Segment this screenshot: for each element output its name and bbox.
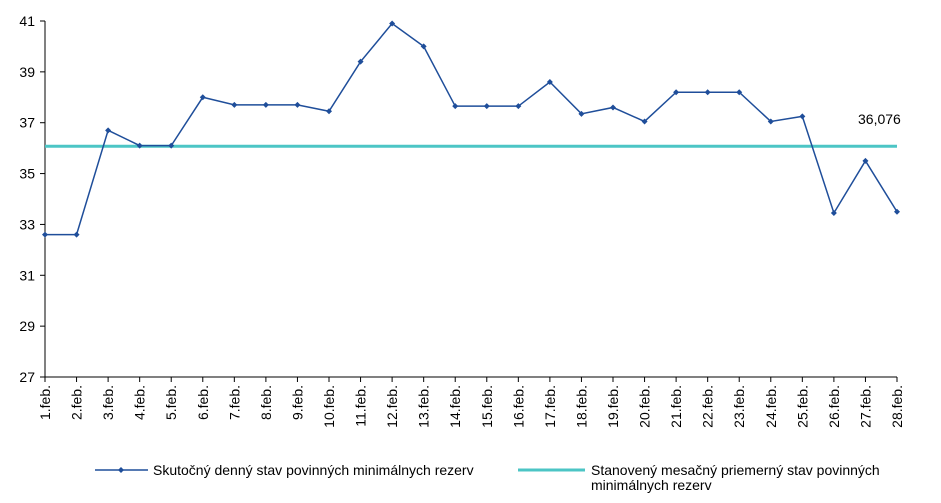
x-tick-label: 21.feb.	[668, 385, 684, 428]
marker	[578, 110, 585, 117]
average-label: 36,076	[858, 111, 901, 127]
y-tick-label: 41	[19, 13, 35, 29]
marker	[452, 103, 459, 110]
legend-label: Stanovený mesačný priemerný stav povinný…	[591, 462, 880, 493]
marker	[894, 208, 900, 215]
marker	[483, 103, 490, 110]
x-tick-label: 11.feb.	[353, 385, 369, 427]
marker	[231, 101, 238, 108]
series-line	[45, 22, 898, 236]
marker	[389, 20, 396, 27]
x-tick-label: 3.feb.	[100, 385, 116, 420]
x-tick-label: 8.feb.	[258, 385, 274, 420]
x-tick-label: 10.feb.	[321, 385, 337, 428]
marker	[262, 101, 269, 108]
marker	[357, 58, 364, 65]
y-tick-label: 33	[19, 216, 35, 232]
marker	[610, 104, 616, 111]
legend-swatch	[118, 467, 124, 473]
y-tick-label: 29	[19, 318, 35, 334]
x-tick-label: 17.feb.	[542, 385, 558, 428]
marker	[420, 43, 427, 50]
x-tick-label: 20.feb.	[637, 385, 653, 428]
x-tick-label: 26.feb.	[826, 385, 842, 428]
y-tick-label: 27	[19, 369, 35, 385]
x-tick-label: 5.feb.	[163, 385, 179, 420]
marker	[294, 101, 301, 108]
marker	[767, 118, 774, 125]
x-tick-label: 14.feb.	[447, 385, 463, 428]
marker	[199, 94, 206, 101]
x-tick-label: 15.feb.	[479, 385, 495, 428]
marker	[515, 103, 522, 110]
x-tick-label: 7.feb.	[226, 385, 242, 420]
marker	[673, 89, 680, 96]
marker	[862, 157, 869, 164]
marker	[326, 108, 332, 115]
x-tick-label: 2.feb.	[69, 385, 85, 420]
x-tick-label: 27.feb.	[857, 385, 873, 428]
x-tick-label: 9.feb.	[289, 385, 305, 420]
marker	[736, 89, 743, 96]
marker	[42, 231, 48, 238]
marker	[546, 79, 553, 86]
x-tick-label: 18.feb.	[573, 385, 589, 428]
x-tick-label: 1.feb.	[37, 385, 53, 420]
marker	[136, 142, 143, 149]
x-tick-label: 25.feb.	[794, 385, 810, 428]
x-tick-label: 24.feb.	[763, 385, 779, 428]
x-tick-label: 28.feb.	[889, 385, 905, 428]
y-tick-label: 31	[19, 267, 35, 283]
x-tick-label: 4.feb.	[132, 385, 148, 420]
x-tick-label: 22.feb.	[700, 385, 716, 428]
x-tick-label: 16.feb.	[510, 385, 526, 428]
y-tick-label: 39	[19, 64, 35, 80]
x-tick-label: 19.feb.	[605, 385, 621, 428]
marker	[704, 89, 711, 96]
x-tick-label: 12.feb.	[384, 385, 400, 428]
y-tick-label: 37	[19, 115, 35, 131]
y-tick-label: 35	[19, 166, 35, 182]
marker	[799, 113, 806, 120]
marker	[830, 209, 837, 216]
marker	[641, 118, 648, 125]
marker	[105, 127, 112, 134]
x-tick-label: 6.feb.	[195, 385, 211, 420]
marker	[73, 231, 80, 238]
x-tick-label: 23.feb.	[731, 385, 747, 428]
x-tick-label: 13.feb.	[416, 385, 432, 428]
legend-label: Skutočný denný stav povinných minimálnyc…	[153, 462, 474, 478]
marker	[168, 142, 175, 149]
